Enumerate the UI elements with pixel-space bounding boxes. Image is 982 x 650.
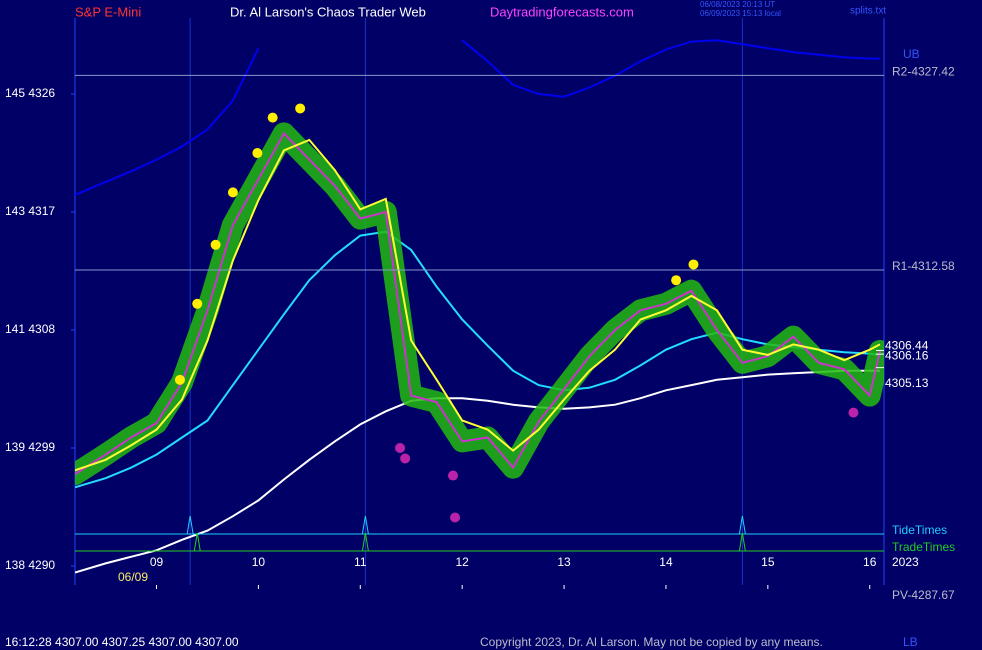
lower-band-label: LB [903,635,918,649]
x-tick-label: 11 [354,555,367,569]
level-label: R1-4312.58 [892,259,955,273]
low-dot [400,453,411,464]
pivot-label: PV-4287.67 [892,588,955,602]
site-url: Daytradingforecasts.com [490,4,634,19]
time-label: TideTimes [892,523,947,537]
y-tick-label: 138 4290 [5,558,55,572]
copyright: Copyright 2023, Dr. Al Larson. May not b… [480,635,823,649]
high-dot [174,374,185,385]
series-line [75,230,881,489]
low-dot [448,470,459,481]
high-dot [671,275,682,286]
high-dot [688,259,699,270]
price-tag: 4306.44 [885,339,929,353]
upper-band-label: UB [903,47,920,61]
site-title: Dr. Al Larson's Chaos Trader Web [230,4,426,19]
x-tick-label: 14 [659,555,673,569]
time-spike [193,532,201,552]
quote: 16:12:28 4307.00 4307.25 4307.00 4307.00 [5,635,239,649]
price-tag: 4306.16 [885,348,929,362]
symbol: S&P E-Mini [75,4,141,19]
low-dot [848,407,859,418]
x-tick-label: 10 [252,555,266,569]
high-dot [210,239,221,250]
time-local: 06/09/2023 15:13 local [700,9,781,18]
high-dot [192,298,203,309]
date-label: 06/09 [118,570,148,584]
series-line [75,369,880,574]
time-ut: 06/08/2023 20:13 UT [700,0,775,9]
x-tick-label: 16 [863,555,877,569]
x-tick-label: 09 [150,555,164,569]
y-tick-label: 139 4299 [5,440,55,454]
low-dot [395,443,406,454]
y-tick-label: 143 4317 [5,204,55,218]
time-spike [361,515,369,535]
series-line [75,138,881,472]
high-dot [252,148,263,159]
time-spike [738,515,746,535]
x-tick-label: 13 [557,555,571,569]
x-tick-label: 12 [455,555,469,569]
series-line [75,131,881,476]
low-dot [450,512,461,523]
time-spike [186,515,194,535]
series-line [461,39,880,98]
y-tick-label: 145 4326 [5,86,55,100]
price-tag: 4305.13 [885,376,929,390]
high-dot [295,103,306,114]
time-spike [738,532,746,552]
year-label: 2023 [892,555,919,569]
high-dot [267,112,278,123]
level-label: R2-4327.42 [892,65,955,79]
x-tick-label: 15 [761,555,775,569]
series-line [75,47,260,196]
high-dot [227,187,238,198]
plot-area [75,18,884,585]
y-tick-label: 141 4308 [5,322,55,336]
file-name: splits.txt [850,6,886,17]
time-spike [361,532,369,552]
time-label: TradeTimes [892,540,955,554]
